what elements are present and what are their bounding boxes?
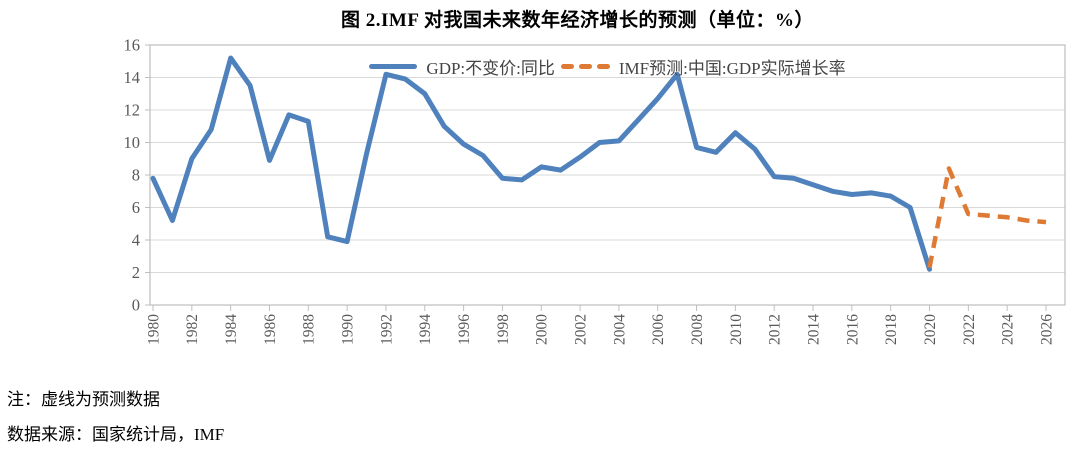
x-tick-label: 2018 bbox=[883, 314, 900, 345]
imf-forecast-line bbox=[927, 166, 1047, 269]
y-tick-label: 12 bbox=[124, 101, 141, 120]
x-tick-label: 2000 bbox=[534, 314, 551, 345]
chart-legend: GDP:不变价:同比 IMF预测:中国:GDP实际增长率 bbox=[150, 54, 1065, 79]
legend-item-gdp: GDP:不变价:同比 bbox=[369, 54, 555, 79]
y-tick-label: 2 bbox=[132, 263, 140, 282]
legend-label-imf: IMF预测:中国:GDP实际增长率 bbox=[618, 59, 846, 78]
y-tick-label: 8 bbox=[132, 166, 140, 185]
gdp-line-swatch-icon bbox=[369, 64, 418, 69]
y-tick-label: 0 bbox=[132, 296, 140, 315]
x-tick-label: 1990 bbox=[340, 314, 357, 345]
y-tick-label: 16 bbox=[124, 36, 141, 55]
x-tick-label: 2008 bbox=[689, 314, 706, 345]
x-tick-label: 2010 bbox=[728, 314, 745, 345]
x-tick-label: 2012 bbox=[767, 314, 784, 345]
y-tick-label: 4 bbox=[132, 231, 140, 250]
x-tick-label: 1980 bbox=[145, 314, 162, 345]
gdp-forecast-chart: 0 2 4 6 8 10 12 14 16 1980 1982 1984 1986 1988 1990 199… bbox=[124, 36, 1066, 345]
x-tick-label: 2006 bbox=[650, 314, 667, 345]
x-tick-label: 1996 bbox=[456, 314, 473, 345]
legend-item-imf: IMF预测:中国:GDP实际增长率 bbox=[560, 54, 846, 79]
y-tick-label: 14 bbox=[124, 68, 141, 87]
x-tick-label: 2014 bbox=[805, 314, 822, 345]
legend-label-gdp: GDP:不变价:同比 bbox=[426, 59, 555, 78]
x-tick-label: 1988 bbox=[301, 314, 318, 345]
x-tick-label: 2002 bbox=[573, 314, 590, 345]
x-tick-label: 2020 bbox=[922, 314, 939, 345]
x-tick-label: 1982 bbox=[184, 314, 201, 345]
x-tick-label: 1998 bbox=[495, 314, 512, 345]
x-tick-label: 2016 bbox=[844, 314, 861, 345]
footnote-forecast: 注：虚线为预测数据 bbox=[7, 390, 160, 409]
x-tick-label: 1994 bbox=[417, 314, 434, 345]
footnote-source: 数据来源：国家统计局，IMF bbox=[7, 425, 225, 444]
y-tick-label: 10 bbox=[124, 133, 141, 152]
x-tick-label: 1984 bbox=[223, 314, 240, 345]
gdp-actual-line bbox=[150, 55, 932, 272]
imf-dash-swatch-icon bbox=[560, 64, 610, 69]
x-tick-label: 2024 bbox=[1000, 314, 1017, 345]
x-tick-label: 1992 bbox=[378, 314, 395, 345]
chart-title: 图 2.IMF 对我国未来数年经济增长的预测（单位：%） bbox=[341, 10, 814, 31]
x-tick-label: 2022 bbox=[961, 314, 978, 345]
x-tick-label: 2026 bbox=[1038, 314, 1055, 345]
x-tick-label: 2004 bbox=[611, 314, 628, 345]
y-tick-label: 6 bbox=[132, 198, 140, 217]
x-tick-label: 1986 bbox=[262, 314, 279, 345]
